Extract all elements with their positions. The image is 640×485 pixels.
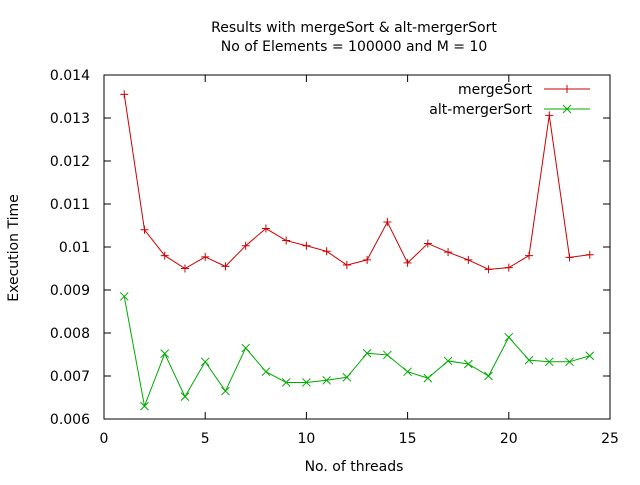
data-point bbox=[281, 378, 291, 387]
data-point bbox=[201, 252, 210, 261]
data-point bbox=[484, 371, 493, 381]
data-point bbox=[120, 90, 129, 99]
legend-label: alt-mergerSort bbox=[429, 102, 532, 118]
data-point bbox=[484, 265, 493, 274]
data-point bbox=[200, 357, 210, 367]
y-tick-label: 0.009 bbox=[50, 283, 90, 299]
legend-label: mergeSort bbox=[458, 82, 532, 98]
y-tick-label: 0.011 bbox=[50, 197, 90, 213]
data-point bbox=[423, 239, 432, 248]
y-tick-label: 0.007 bbox=[50, 369, 90, 385]
data-point bbox=[140, 401, 149, 411]
data-point bbox=[342, 372, 352, 382]
data-point bbox=[261, 224, 270, 233]
data-point bbox=[363, 255, 372, 264]
data-point bbox=[403, 258, 412, 267]
data-point bbox=[261, 367, 271, 377]
data-point bbox=[180, 264, 189, 273]
data-point bbox=[443, 356, 453, 366]
data-point bbox=[545, 111, 554, 120]
x-tick-label: 20 bbox=[500, 431, 518, 447]
data-point bbox=[322, 375, 331, 385]
chart-subtitle: No of Elements = 100000 and M = 10 bbox=[221, 39, 488, 55]
y-axis-label: Execution Time bbox=[6, 194, 22, 301]
data-point bbox=[160, 349, 170, 358]
x-tick-label: 0 bbox=[100, 431, 109, 447]
legend: mergeSort alt-mergerSort bbox=[429, 82, 590, 118]
data-point bbox=[322, 247, 331, 256]
data-point bbox=[565, 253, 574, 262]
x-tick-label: 15 bbox=[399, 431, 417, 447]
y-tick-label: 0.006 bbox=[50, 412, 90, 428]
series-line bbox=[123, 94, 590, 270]
y-tick-label: 0.008 bbox=[50, 326, 90, 342]
data-point bbox=[504, 332, 514, 342]
data-point bbox=[383, 218, 392, 227]
data-point bbox=[221, 262, 230, 271]
data-point bbox=[423, 373, 433, 383]
data-point bbox=[565, 357, 574, 367]
data-point bbox=[140, 225, 149, 234]
data-point bbox=[241, 241, 250, 250]
data-point bbox=[282, 236, 291, 245]
data-point bbox=[362, 348, 372, 358]
data-point bbox=[302, 378, 311, 387]
series-layer bbox=[119, 90, 595, 411]
data-point bbox=[504, 263, 513, 272]
data-point bbox=[180, 392, 190, 401]
data-point bbox=[525, 251, 534, 260]
data-point bbox=[464, 255, 473, 264]
data-point bbox=[119, 292, 129, 301]
legend-marker bbox=[562, 104, 572, 114]
x-tick-label: 5 bbox=[201, 431, 210, 447]
axes: 0 5 10 15 20 25 0.006 0.007 0.008 0.009 0.01 0.011 0… bbox=[50, 68, 619, 447]
data-point bbox=[403, 367, 412, 377]
y-tick-label: 0.013 bbox=[50, 111, 90, 127]
data-point bbox=[444, 248, 453, 257]
data-point bbox=[302, 241, 311, 250]
data-point bbox=[342, 261, 351, 270]
data-point bbox=[221, 386, 230, 396]
series-1 bbox=[120, 90, 594, 274]
data-point bbox=[160, 251, 169, 260]
data-point bbox=[383, 350, 392, 360]
data-point bbox=[241, 343, 251, 353]
y-tick-label: 0.014 bbox=[50, 68, 90, 84]
data-point bbox=[544, 357, 554, 367]
y-tick-label: 0.012 bbox=[50, 154, 90, 170]
data-point bbox=[463, 359, 473, 369]
x-tick-label: 10 bbox=[297, 431, 315, 447]
x-tick-label: 25 bbox=[601, 431, 619, 447]
legend-marker bbox=[563, 85, 571, 93]
series-2 bbox=[119, 292, 595, 411]
data-point bbox=[585, 250, 594, 259]
chart-title: Results with mergeSort & alt-mergerSort bbox=[211, 20, 497, 36]
data-point bbox=[524, 355, 534, 365]
x-axis-label: No. of threads bbox=[305, 459, 404, 475]
data-point bbox=[585, 351, 595, 361]
y-tick-label: 0.01 bbox=[59, 240, 90, 256]
